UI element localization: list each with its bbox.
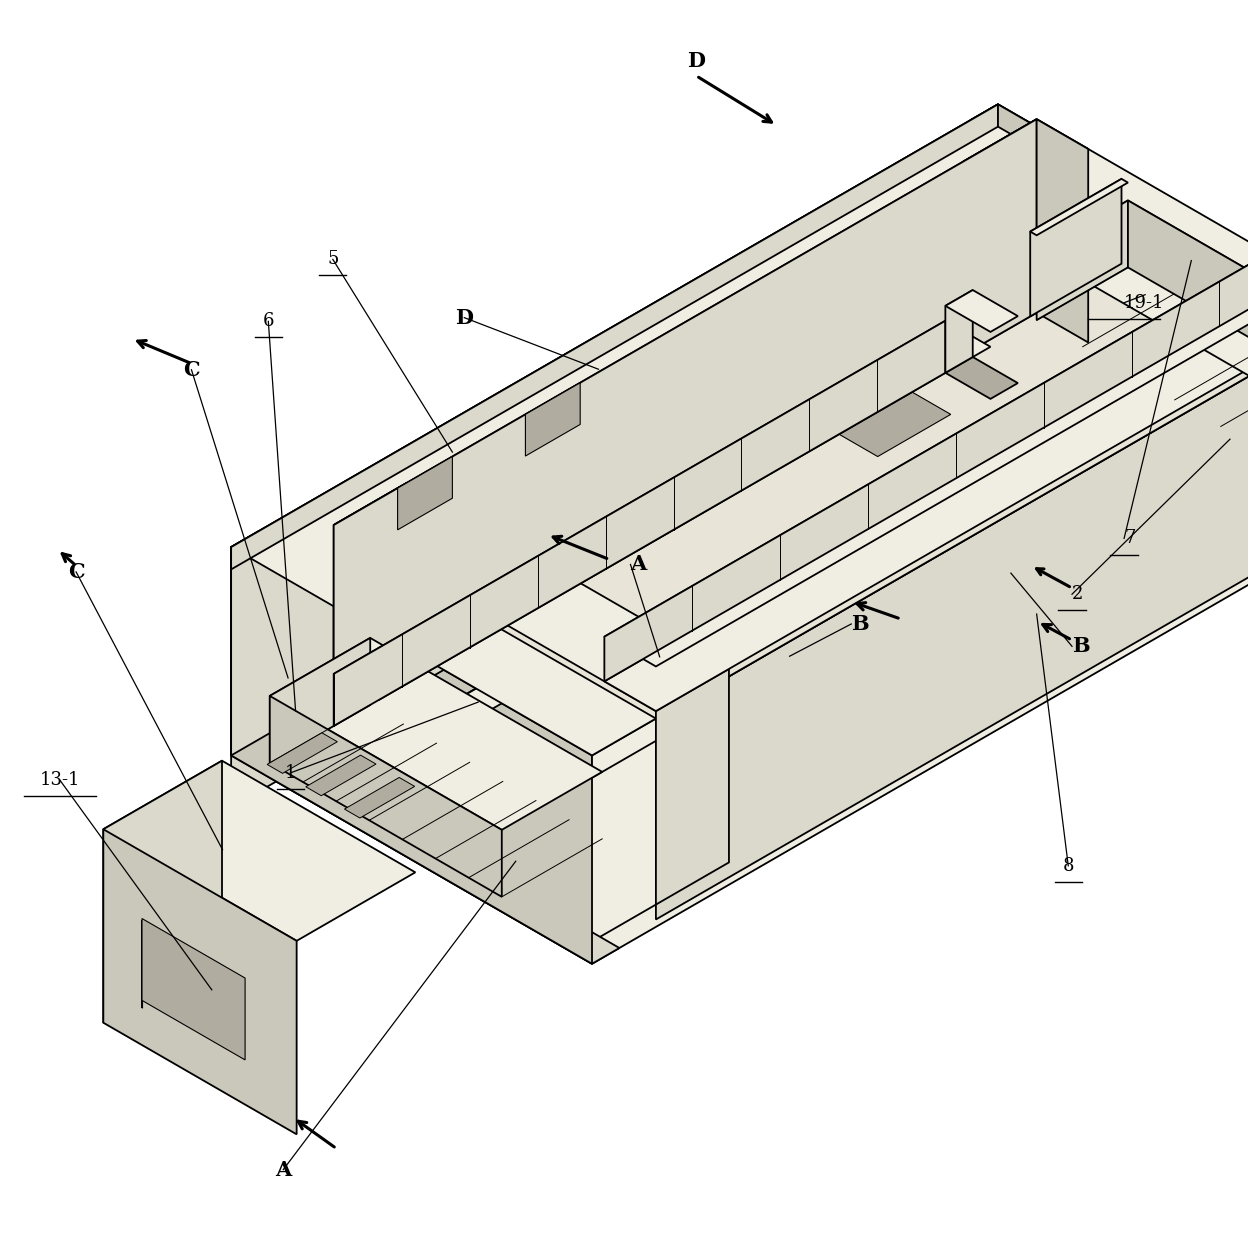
Polygon shape [334, 321, 946, 726]
Polygon shape [1036, 119, 1088, 343]
Text: A: A [631, 554, 647, 574]
Text: C: C [68, 562, 84, 582]
Polygon shape [1036, 200, 1128, 321]
Text: 5: 5 [327, 250, 339, 268]
Text: D: D [687, 51, 705, 71]
Polygon shape [999, 313, 1256, 573]
Polygon shape [1153, 271, 1198, 339]
Polygon shape [592, 313, 1256, 778]
Polygon shape [334, 119, 1036, 718]
Polygon shape [971, 313, 1256, 537]
Polygon shape [587, 479, 711, 551]
Polygon shape [946, 290, 972, 373]
Polygon shape [1108, 292, 1147, 333]
Polygon shape [231, 313, 1256, 963]
Text: 2: 2 [1073, 585, 1084, 603]
Polygon shape [963, 119, 1036, 354]
Polygon shape [231, 104, 1256, 756]
Text: B: B [852, 614, 869, 634]
Text: 6: 6 [263, 312, 274, 331]
Polygon shape [334, 321, 991, 700]
Polygon shape [231, 547, 592, 963]
Polygon shape [305, 756, 376, 796]
Text: A: A [275, 1160, 291, 1180]
Polygon shape [263, 323, 1256, 938]
Polygon shape [604, 231, 1256, 666]
Polygon shape [334, 119, 1088, 554]
Text: 1: 1 [285, 763, 296, 782]
Polygon shape [344, 777, 414, 818]
Polygon shape [588, 603, 651, 639]
Text: C: C [183, 359, 200, 379]
Polygon shape [270, 696, 502, 897]
Polygon shape [826, 384, 951, 456]
Polygon shape [103, 761, 416, 941]
Polygon shape [971, 104, 1256, 328]
Polygon shape [270, 638, 371, 763]
Polygon shape [963, 119, 1256, 347]
Circle shape [887, 710, 899, 722]
Text: B: B [1073, 636, 1090, 656]
Polygon shape [946, 290, 1017, 332]
Polygon shape [398, 456, 452, 530]
Polygon shape [1030, 179, 1128, 235]
Polygon shape [442, 687, 504, 723]
Polygon shape [855, 562, 933, 608]
Polygon shape [334, 482, 728, 711]
Polygon shape [103, 829, 296, 1135]
Polygon shape [901, 562, 933, 610]
Polygon shape [656, 669, 728, 905]
Text: 8: 8 [1063, 856, 1074, 875]
Polygon shape [999, 104, 1256, 336]
Polygon shape [525, 383, 580, 456]
Text: D: D [455, 308, 474, 328]
Polygon shape [1128, 200, 1256, 454]
Polygon shape [479, 687, 504, 702]
Polygon shape [270, 638, 602, 830]
Polygon shape [1036, 127, 1256, 349]
Polygon shape [231, 104, 999, 756]
Text: 7: 7 [1124, 530, 1135, 547]
Polygon shape [604, 231, 1256, 681]
Polygon shape [855, 562, 901, 619]
Polygon shape [971, 104, 999, 328]
Polygon shape [103, 761, 222, 1023]
Polygon shape [1172, 329, 1211, 370]
Polygon shape [231, 104, 999, 569]
Polygon shape [604, 276, 1256, 711]
Polygon shape [588, 603, 624, 624]
Polygon shape [231, 313, 999, 808]
Text: 19-1: 19-1 [1124, 293, 1164, 312]
Polygon shape [442, 687, 479, 709]
Polygon shape [1088, 234, 1133, 302]
Polygon shape [1030, 179, 1122, 317]
Polygon shape [334, 127, 1036, 733]
Polygon shape [231, 531, 259, 756]
Polygon shape [334, 127, 1256, 718]
Polygon shape [142, 919, 245, 1060]
Polygon shape [231, 740, 619, 963]
Polygon shape [946, 357, 1017, 399]
Polygon shape [268, 733, 338, 773]
Polygon shape [334, 482, 407, 718]
Text: 13-1: 13-1 [40, 771, 80, 789]
Polygon shape [624, 603, 651, 618]
Polygon shape [656, 313, 1256, 920]
Polygon shape [1036, 200, 1256, 439]
